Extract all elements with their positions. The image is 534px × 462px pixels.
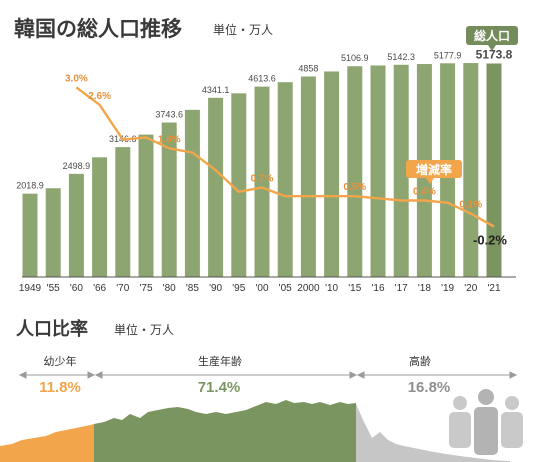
population-bar	[138, 134, 154, 277]
x-tick-label: '75	[139, 283, 152, 294]
x-tick-label: '20	[464, 283, 477, 294]
x-tick-label: '55	[47, 283, 60, 294]
x-tick-label: '66	[93, 283, 106, 294]
x-tick-label: 2000	[297, 283, 320, 294]
population-value-label: 3743.6	[155, 109, 183, 119]
population-bar	[45, 188, 61, 277]
population-bar	[324, 71, 340, 277]
x-tick-label: '19	[441, 283, 454, 294]
population-bar	[347, 66, 363, 278]
population-value-label: 5173.8	[476, 47, 513, 61]
population-bar	[68, 173, 84, 277]
youth-heading: 幼少年	[44, 354, 77, 368]
population-bar	[300, 76, 316, 277]
elderly-percent: 16.8%	[408, 379, 451, 396]
elderly-area	[356, 404, 510, 462]
x-tick-label: '10	[325, 283, 338, 294]
growth-rate-label: 0.7%	[251, 173, 274, 184]
population-bar	[393, 64, 409, 278]
population-bar	[184, 109, 200, 277]
population-value-label: 4858	[298, 63, 318, 73]
x-tick-label: '85	[186, 283, 199, 294]
youth-area	[0, 424, 94, 462]
population-bar	[115, 147, 131, 277]
population-value-label: 5177.9	[434, 50, 462, 60]
population-bar	[161, 122, 177, 277]
growth-rate-line	[75, 86, 495, 228]
people-group-icon	[449, 389, 523, 455]
ratio-unit: 単位・万人	[114, 322, 174, 337]
x-tick-label: '16	[371, 283, 384, 294]
population-bar	[463, 63, 479, 278]
x-tick-label: '60	[70, 283, 83, 294]
growth-rate-label: 2.6%	[88, 91, 111, 102]
x-tick-label: '00	[255, 283, 268, 294]
growth-rate-label: 3.0%	[65, 73, 88, 84]
ratio-title: 人口比率	[16, 318, 88, 340]
range-arrows	[18, 371, 518, 379]
population-bar	[231, 93, 247, 277]
growth-rate-label: 1.6%	[158, 134, 181, 145]
x-tick-label: '21	[487, 283, 500, 294]
x-tick-label: '17	[395, 283, 408, 294]
population-bar	[370, 65, 386, 278]
population-bar	[22, 193, 38, 277]
population-bar	[277, 82, 293, 278]
x-tick-label: '70	[116, 283, 129, 294]
growth-rate-label: 0.4%	[413, 187, 436, 198]
x-tick-label: '18	[418, 283, 431, 294]
total-badge-label: 総人口	[474, 28, 510, 43]
working-heading: 生産年齢	[198, 354, 242, 368]
growth-rate-label: -0.2%	[473, 233, 507, 248]
population-value-label: 4613.6	[248, 74, 276, 84]
x-tick-label: '80	[163, 283, 176, 294]
chart-title: 韓国の総人口推移	[14, 17, 182, 41]
population-value-label: 2018.9	[16, 181, 44, 191]
population-value-label: 4341.1	[202, 85, 230, 95]
population-bar	[208, 97, 224, 277]
x-ticks-layer: 1949 '55 '60 '66 '70 '75 '80 '85 '90 '95 '00 '05 200…	[19, 283, 501, 294]
youth-percent: 11.8%	[39, 379, 81, 396]
population-value-label: 5106.9	[341, 53, 369, 63]
rate-badge: 増減率	[406, 160, 462, 184]
x-tick-label: 1949	[19, 283, 42, 294]
total-badge: 総人口	[466, 26, 518, 51]
working-area	[94, 400, 356, 462]
population-value-label: 2498.9	[63, 161, 91, 171]
chart-unit: 単位・万人	[213, 22, 273, 37]
population-value-label: 5142.3	[387, 52, 415, 62]
x-tick-label: '95	[232, 283, 245, 294]
x-tick-label: '15	[348, 283, 361, 294]
population-bar	[254, 86, 270, 278]
rate-labels-layer: 3.0%2.6% 1.6% 0.7% 0.5% 0.4% 0.1% -0.2%	[65, 73, 507, 247]
working-percent: 71.4%	[198, 379, 241, 396]
population-bar	[92, 157, 108, 277]
rate-badge-label: 増減率	[416, 162, 452, 177]
growth-rate-label: 0.1%	[459, 200, 482, 211]
x-tick-label: '05	[279, 283, 292, 294]
rate-line-layer	[75, 86, 495, 228]
growth-rate-label: 0.5%	[343, 182, 366, 193]
x-tick-label: '90	[209, 283, 222, 294]
elderly-heading: 高齢	[409, 354, 431, 368]
